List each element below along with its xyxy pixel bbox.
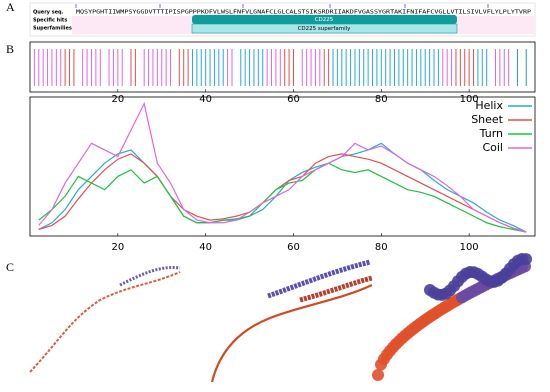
- stick-model: [119, 265, 181, 287]
- legend-label: Sheet: [471, 113, 503, 126]
- panel-label: A: [6, 0, 15, 14]
- specific-hit-bar: [192, 15, 457, 24]
- panel-label: B: [6, 42, 14, 56]
- row-label: Query seq.: [33, 10, 64, 16]
- specific-hit-label: CD225: [315, 17, 334, 23]
- x-tick-label: 40: [199, 94, 212, 105]
- stick-model: [29, 271, 181, 373]
- x-tick-label: 20: [111, 94, 124, 105]
- structure-images: [29, 253, 532, 383]
- ribbon-model: [267, 259, 371, 299]
- x-tick-label: 100: [460, 94, 479, 105]
- legend-label: Helix: [475, 99, 503, 112]
- series-line: [38, 101, 527, 233]
- series-line: [38, 153, 527, 233]
- x-tick-label: 40: [199, 242, 212, 253]
- sequence: MQSYPGHTIIWMPSYGGDVTTTIPISPGPPPKDFVLWSLF…: [76, 10, 531, 16]
- ribbon-model: [210, 284, 373, 383]
- sequence-ticks: [75, 4, 489, 8]
- x-tick-label: 60: [287, 242, 300, 253]
- x-tick-label: 100: [460, 242, 479, 253]
- atom-sphere: [520, 253, 532, 266]
- legend-label: Turn: [479, 127, 503, 140]
- x-tick-label: 80: [375, 242, 388, 253]
- plot-frame: [29, 96, 536, 237]
- superfamily-bar: [191, 23, 458, 34]
- panel-label: C: [6, 260, 14, 274]
- x-tick-label: 60: [287, 94, 300, 105]
- row-label: Superfamilies: [33, 26, 72, 32]
- x-tick-label: 20: [111, 242, 124, 253]
- series-line: [38, 142, 527, 233]
- strip-frame: [29, 41, 536, 93]
- series-line: [38, 162, 527, 233]
- x-tick-label: 80: [375, 94, 388, 105]
- superfamily-label: CD225 superfamily: [298, 26, 352, 32]
- ribbon-model: [299, 275, 373, 303]
- row-label: Specific hits: [33, 18, 67, 24]
- legend-label: Coil: [482, 141, 503, 154]
- atom-sphere: [372, 369, 384, 381]
